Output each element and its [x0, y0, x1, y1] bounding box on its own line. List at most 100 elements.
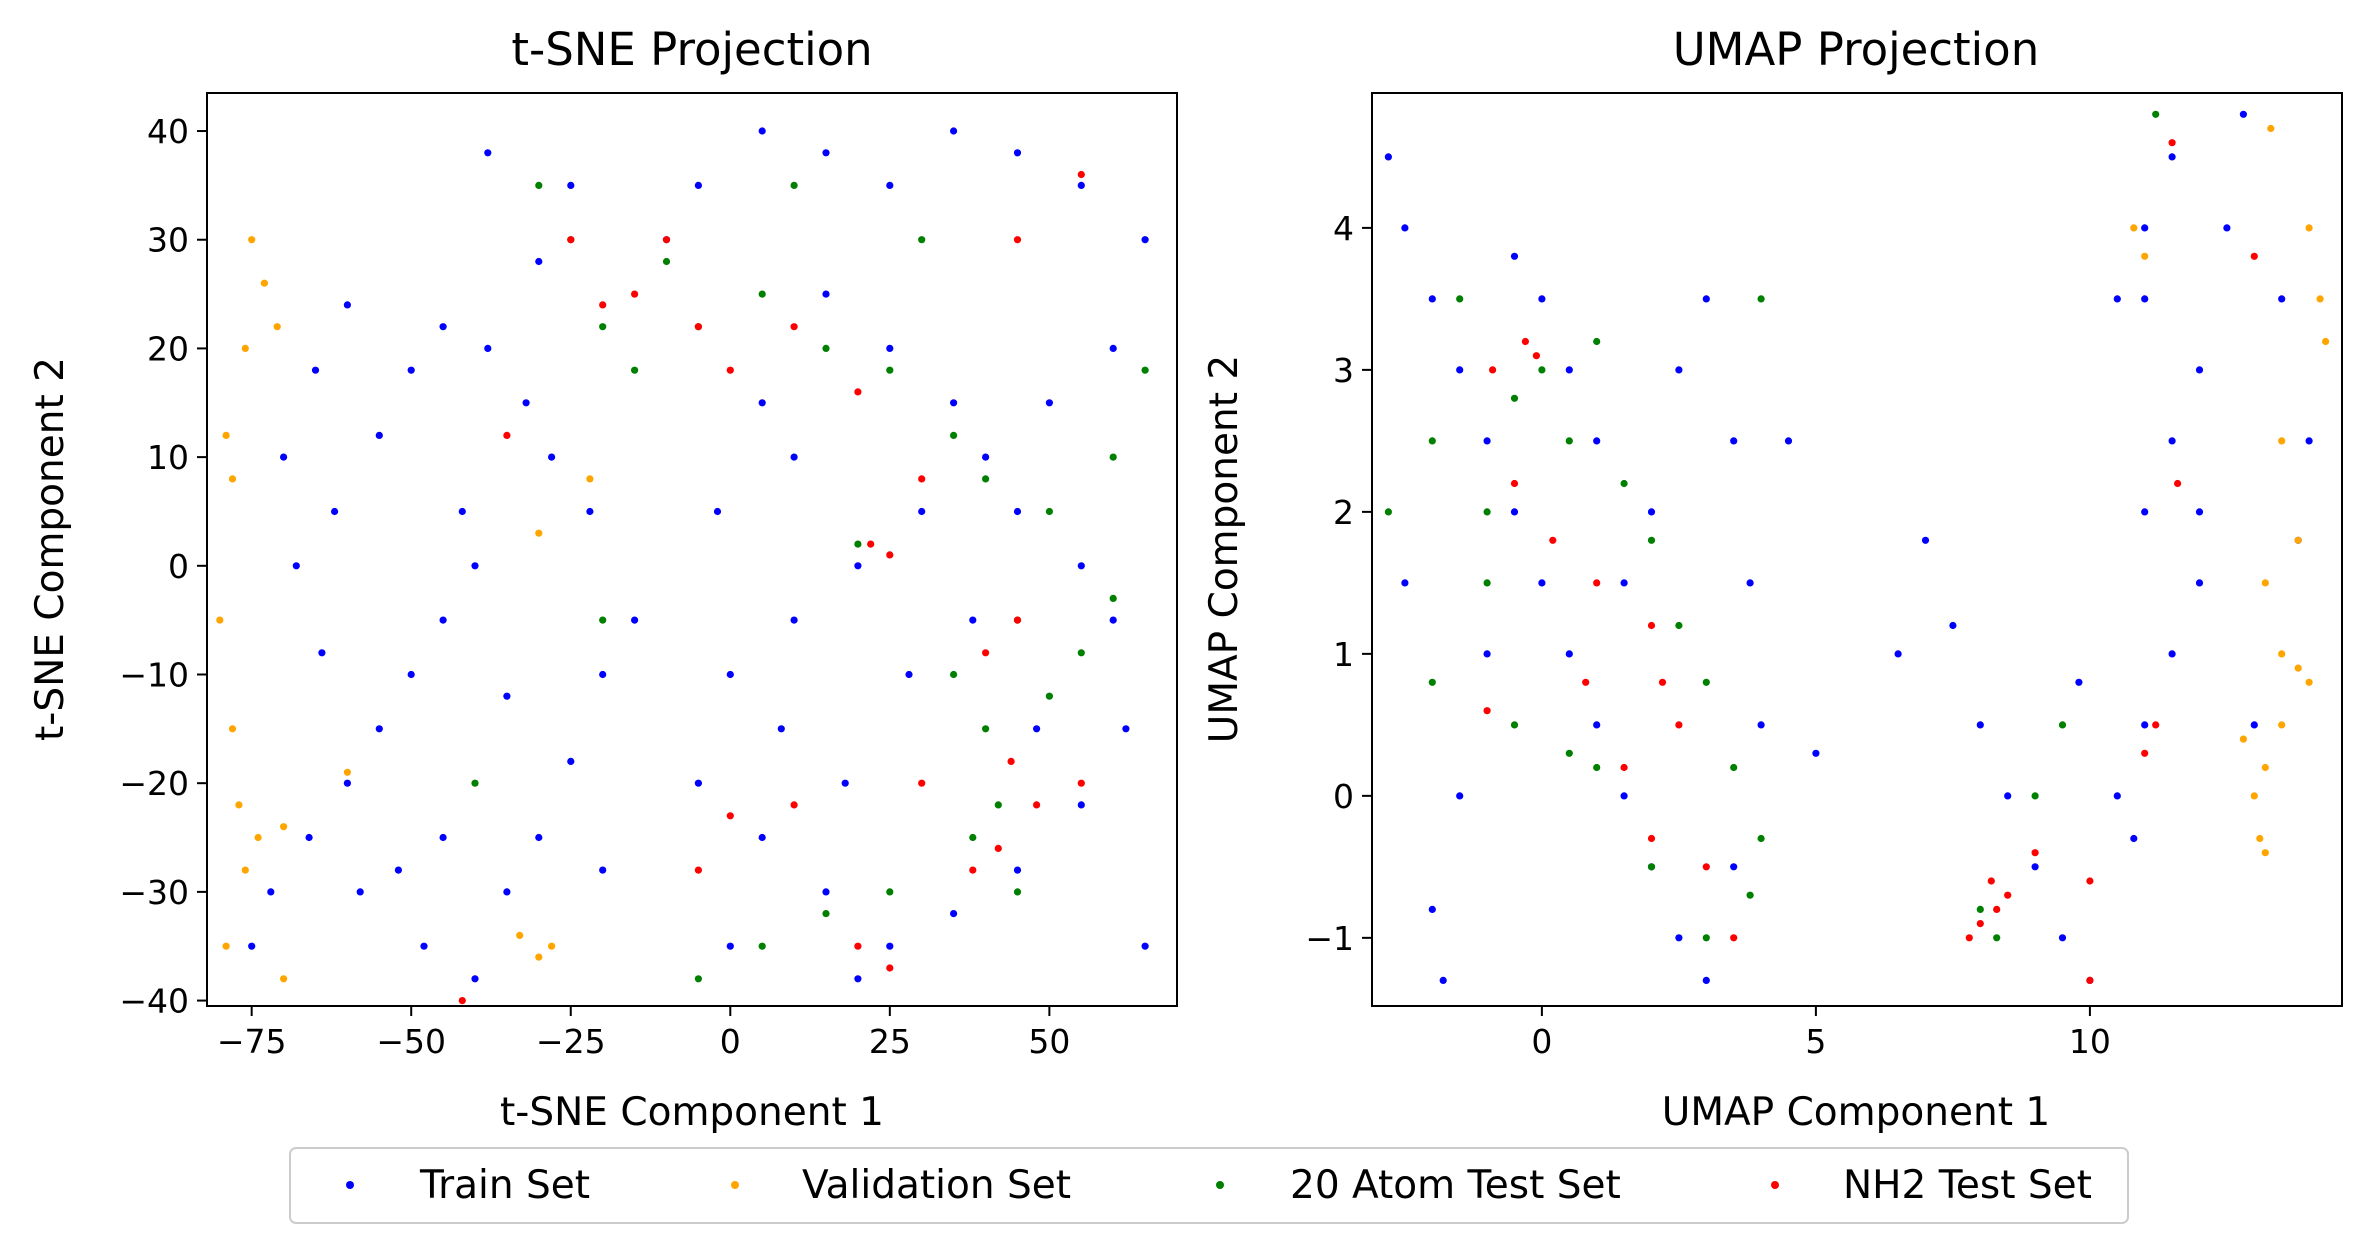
umap-x-tick-label-1: 5	[1805, 1022, 1826, 1061]
tsne-point-20-atom-test-set-24	[886, 888, 894, 896]
tsne-point-train-set-12	[343, 301, 351, 309]
tsne-point-train-set-43	[982, 453, 990, 461]
umap-point-20-atom-test-set-16	[1647, 863, 1656, 871]
tsne-point-train-set-50	[822, 888, 830, 896]
umap-point-train-set-12	[1702, 976, 1710, 985]
tsne-point-20-atom-test-set-29	[535, 181, 543, 189]
umap-point-train-set-32	[1921, 536, 1930, 544]
umap-point-train-set-28	[1401, 579, 1409, 587]
tsne-point-validation-set-0	[248, 236, 256, 244]
umap-point-train-set-5	[1510, 508, 1519, 516]
umap-point-train-set-23	[1538, 295, 1546, 303]
umap-point-20-atom-test-set-8	[1620, 479, 1628, 488]
umap-point-20-atom-test-set-3	[1483, 508, 1491, 516]
umap-y-tick-label-2: 1	[1333, 635, 1354, 674]
tsne-point-nh2-test-set-10	[918, 475, 926, 483]
umap-point-20-atom-test-set-23	[1993, 934, 2001, 942]
tsne-point-validation-set-14	[516, 931, 524, 940]
tsne-point-20-atom-test-set-0	[662, 257, 671, 266]
tsne-point-validation-set-18	[535, 953, 543, 961]
tsne-x-tick-label-5: 50	[1028, 1022, 1070, 1061]
umap-point-validation-set-15	[2261, 849, 2269, 857]
umap-series-nh2-test-set	[1483, 139, 2258, 985]
umap-x-tick-label-2: 10	[2069, 1022, 2111, 1061]
umap-point-nh2-test-set-4	[1549, 536, 1557, 544]
umap-point-20-atom-test-set-11	[1702, 678, 1710, 686]
tsne-point-train-set-14	[280, 453, 288, 461]
tsne-y-tick-label-2: −20	[119, 764, 189, 803]
umap-point-validation-set-13	[2250, 792, 2258, 800]
umap-point-train-set-46	[2141, 295, 2149, 303]
tsne-point-train-set-51	[886, 942, 894, 950]
tsne-point-train-set-49	[758, 833, 766, 842]
umap-point-nh2-test-set-9	[1620, 763, 1628, 772]
umap-point-validation-set-3	[2305, 224, 2313, 232]
tsne-point-nh2-test-set-23	[918, 779, 926, 787]
umap-point-validation-set-11	[2278, 721, 2286, 729]
umap-point-nh2-test-set-1	[1532, 352, 1540, 360]
umap-x-tick-label-0: 0	[1531, 1022, 1552, 1061]
tsne-point-validation-set-3	[241, 344, 249, 352]
umap-point-train-set-49	[2239, 110, 2247, 118]
tsne-point-train-set-71	[394, 866, 402, 874]
umap-point-train-set-40	[2141, 721, 2149, 729]
umap-point-20-atom-test-set-25	[2058, 721, 2067, 729]
umap-point-nh2-test-set-26	[2250, 252, 2258, 260]
tsne-point-train-set-45	[854, 562, 862, 570]
tsne-point-train-set-75	[790, 453, 798, 461]
umap-points	[1384, 110, 2330, 985]
tsne-point-train-set-46	[790, 616, 798, 624]
tsne-point-20-atom-test-set-31	[471, 779, 479, 787]
umap-point-nh2-test-set-23	[2152, 721, 2160, 729]
tsne-point-nh2-test-set-5	[726, 366, 734, 374]
tsne-point-train-set-19	[471, 975, 479, 983]
tsne-point-20-atom-test-set-14	[1077, 649, 1085, 657]
tsne-point-validation-set-16	[535, 529, 543, 537]
umap-point-train-set-9	[1620, 792, 1628, 800]
tsne-point-20-atom-test-set-3	[631, 366, 639, 374]
umap-point-nh2-test-set-19	[2031, 849, 2039, 857]
legend-label-20atom: 20 Atom Test Set	[1290, 1163, 1621, 1208]
umap-point-20-atom-test-set-21	[1428, 678, 1436, 686]
tsne-point-nh2-test-set-15	[969, 866, 977, 874]
tsne-point-train-set-59	[950, 399, 958, 407]
tsne-point-validation-set-6	[216, 616, 224, 624]
tsne-point-train-set-65	[841, 779, 849, 787]
tsne-point-20-atom-test-set-6	[822, 344, 830, 352]
tsne-point-train-set-61	[822, 290, 830, 298]
tsne-y-tick-label-0: −40	[119, 982, 189, 1021]
tsne-point-validation-set-2	[273, 323, 281, 331]
umap-point-nh2-test-set-13	[1483, 707, 1491, 715]
tsne-panel: t-SNE Projection −75 −50 −25 0 25 50 −40 −30 −2…	[28, 23, 1178, 1135]
umap-point-20-atom-test-set-27	[1757, 295, 1765, 303]
umap-point-validation-set-6	[2294, 536, 2302, 544]
umap-point-train-set-1	[1401, 224, 1409, 232]
umap-point-nh2-test-set-27	[1582, 678, 1590, 686]
umap-point-train-set-3	[1456, 366, 1464, 374]
umap-point-nh2-test-set-2	[1489, 366, 1497, 374]
umap-point-train-set-51	[2305, 437, 2313, 445]
umap-y-tick-label-4: 3	[1333, 351, 1354, 390]
umap-point-train-set-47	[2223, 224, 2231, 232]
umap-title: UMAP Projection	[1673, 23, 2040, 76]
umap-point-train-set-26	[1456, 792, 1464, 800]
tsne-point-validation-set-17	[586, 475, 594, 483]
umap-point-validation-set-5	[2278, 437, 2286, 445]
tsne-point-validation-set-7	[228, 725, 237, 733]
tsne-point-train-set-74	[599, 866, 607, 874]
umap-plot-frame	[1371, 92, 2343, 1007]
tsne-point-train-set-62	[758, 399, 766, 407]
tsne-point-train-set-29	[535, 257, 543, 266]
tsne-point-20-atom-test-set-9	[982, 475, 990, 483]
tsne-point-nh2-test-set-16	[1033, 801, 1041, 809]
umap-point-train-set-36	[2031, 863, 2039, 871]
legend: Train Set Validation Set 20 Atom Test Se…	[289, 1147, 2129, 1224]
umap-point-20-atom-test-set-1	[1428, 437, 1436, 445]
umap-y-tick-label-5: 4	[1333, 209, 1354, 248]
tsne-series-nh2-test-set	[458, 170, 1085, 1005]
tsne-point-20-atom-test-set-21	[694, 975, 703, 983]
umap-point-train-set-16	[1730, 437, 1738, 445]
umap-point-nh2-test-set-6	[1647, 621, 1656, 630]
tsne-point-nh2-test-set-17	[1077, 779, 1085, 787]
tsne-point-20-atom-test-set-18	[1013, 888, 1022, 896]
